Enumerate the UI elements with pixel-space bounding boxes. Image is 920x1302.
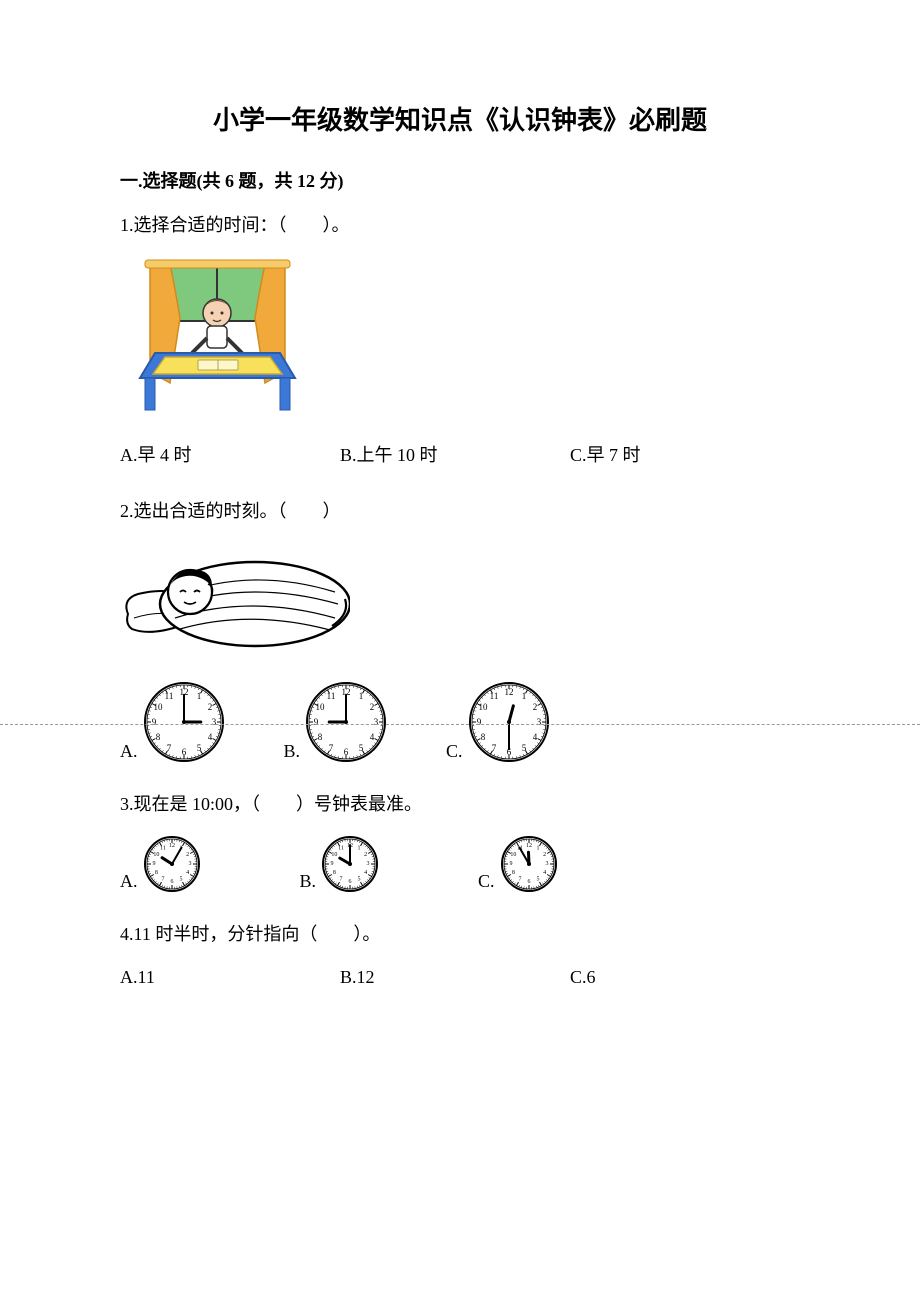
q3-clock-a: 123456789101112 xyxy=(144,836,200,892)
q3-clock-b: 123456789101112 xyxy=(322,836,378,892)
q1-opt-b: B.上午 10 时 xyxy=(340,441,570,467)
svg-text:10: 10 xyxy=(316,702,326,712)
svg-text:8: 8 xyxy=(155,732,160,742)
svg-text:3: 3 xyxy=(545,861,548,867)
svg-text:6: 6 xyxy=(344,747,349,757)
section-header: 一.选择题(共 6 题，共 12 分) xyxy=(120,167,800,193)
svg-text:7: 7 xyxy=(518,877,521,883)
svg-text:6: 6 xyxy=(349,879,352,885)
q1-illustration xyxy=(120,258,800,413)
svg-text:4: 4 xyxy=(543,870,546,876)
q1-options: A.早 4 时 B.上午 10 时 C.早 7 时 xyxy=(120,441,800,467)
q3-text: 3.现在是 10:00，（ ）号钟表最准。 xyxy=(120,790,800,819)
q2-illustration xyxy=(120,544,800,654)
svg-text:3: 3 xyxy=(188,861,191,867)
svg-text:4: 4 xyxy=(370,732,375,742)
svg-text:11: 11 xyxy=(489,691,498,701)
page-title: 小学一年级数学知识点《认识钟表》必刷题 xyxy=(120,100,800,137)
svg-text:5: 5 xyxy=(536,877,539,883)
svg-text:6: 6 xyxy=(527,879,530,885)
svg-text:9: 9 xyxy=(314,717,319,727)
q1-opt-c: C.早 7 时 xyxy=(570,441,800,467)
svg-text:2: 2 xyxy=(543,852,546,858)
q4-options: A.11 B.12 C.6 xyxy=(120,967,800,988)
svg-text:8: 8 xyxy=(154,870,157,876)
svg-text:11: 11 xyxy=(327,691,336,701)
svg-text:5: 5 xyxy=(179,877,182,883)
svg-text:1: 1 xyxy=(196,691,201,701)
svg-text:4: 4 xyxy=(207,732,212,742)
svg-text:2: 2 xyxy=(207,702,212,712)
svg-text:12: 12 xyxy=(526,843,532,849)
svg-text:6: 6 xyxy=(170,879,173,885)
page-divider xyxy=(0,724,920,725)
svg-text:8: 8 xyxy=(480,732,485,742)
q2-opt-c-label: C. xyxy=(446,741,463,762)
q4-opt-c: C.6 xyxy=(570,967,800,988)
svg-text:10: 10 xyxy=(153,852,159,858)
q3-opt-a-label: A. xyxy=(120,871,138,892)
svg-text:12: 12 xyxy=(169,843,175,849)
svg-text:3: 3 xyxy=(374,717,379,727)
svg-text:7: 7 xyxy=(166,743,171,753)
svg-text:9: 9 xyxy=(152,861,155,867)
q2-text: 2.选出合适的时刻。（ ） xyxy=(120,497,800,526)
svg-text:5: 5 xyxy=(521,743,526,753)
q2-opt-b-label: B. xyxy=(284,741,301,762)
svg-text:7: 7 xyxy=(161,877,164,883)
svg-text:9: 9 xyxy=(509,861,512,867)
q1-text: 1.选择合适的时间：（ ）。 xyxy=(120,211,800,240)
svg-text:11: 11 xyxy=(338,846,344,852)
svg-text:7: 7 xyxy=(340,877,343,883)
q2-clock-c: 123456789101112 xyxy=(469,682,549,762)
svg-text:1: 1 xyxy=(536,846,539,852)
svg-text:4: 4 xyxy=(364,870,367,876)
q3-options: A. 123456789101112 B. 123456789101112 C.… xyxy=(120,836,800,892)
q4-text: 4.11 时半时，分针指向（ ）。 xyxy=(120,920,800,949)
svg-text:4: 4 xyxy=(532,732,537,742)
svg-text:2: 2 xyxy=(364,852,367,858)
svg-text:3: 3 xyxy=(536,717,541,727)
svg-text:3: 3 xyxy=(367,861,370,867)
q3-clock-c: 123456789101112 xyxy=(501,836,557,892)
svg-text:12: 12 xyxy=(504,687,513,697)
q2-clock-b: 123456789101112 xyxy=(306,682,386,762)
svg-text:10: 10 xyxy=(510,852,516,858)
svg-text:5: 5 xyxy=(359,743,364,753)
svg-text:1: 1 xyxy=(358,846,361,852)
svg-text:11: 11 xyxy=(160,846,166,852)
svg-text:4: 4 xyxy=(186,870,189,876)
svg-text:6: 6 xyxy=(181,747,186,757)
svg-text:10: 10 xyxy=(331,852,337,858)
svg-text:11: 11 xyxy=(164,691,173,701)
svg-text:10: 10 xyxy=(478,702,488,712)
svg-text:8: 8 xyxy=(318,732,323,742)
q3-opt-b-label: B. xyxy=(300,871,317,892)
svg-text:5: 5 xyxy=(196,743,201,753)
q2-clock-a: 123456789101112 xyxy=(144,682,224,762)
q3-opt-c-label: C. xyxy=(478,871,495,892)
svg-text:9: 9 xyxy=(331,861,334,867)
q4-opt-a: A.11 xyxy=(120,967,340,988)
svg-text:2: 2 xyxy=(186,852,189,858)
svg-text:1: 1 xyxy=(359,691,364,701)
svg-text:8: 8 xyxy=(333,870,336,876)
svg-text:1: 1 xyxy=(521,691,526,701)
svg-text:2: 2 xyxy=(532,702,537,712)
svg-text:3: 3 xyxy=(211,717,216,727)
svg-text:9: 9 xyxy=(151,717,156,727)
svg-text:9: 9 xyxy=(476,717,481,727)
q4-opt-b: B.12 xyxy=(340,967,570,988)
svg-text:7: 7 xyxy=(491,743,496,753)
svg-text:10: 10 xyxy=(153,702,163,712)
svg-text:7: 7 xyxy=(329,743,334,753)
svg-text:2: 2 xyxy=(370,702,375,712)
q2-opt-a-label: A. xyxy=(120,741,138,762)
q2-options: A. 123456789101112 B. 123456789101112 C.… xyxy=(120,682,800,762)
q1-opt-a: A.早 4 时 xyxy=(120,441,340,467)
svg-text:5: 5 xyxy=(358,877,361,883)
svg-text:8: 8 xyxy=(511,870,514,876)
